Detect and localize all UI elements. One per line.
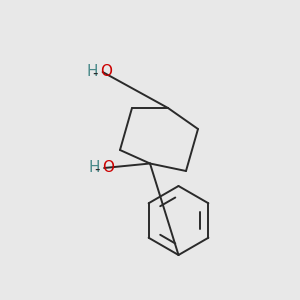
Text: H: H <box>88 160 100 175</box>
Text: -: - <box>94 162 100 177</box>
Text: -: - <box>93 66 98 81</box>
Text: O: O <box>100 64 112 80</box>
Text: H: H <box>87 64 98 80</box>
Text: O: O <box>102 160 114 175</box>
